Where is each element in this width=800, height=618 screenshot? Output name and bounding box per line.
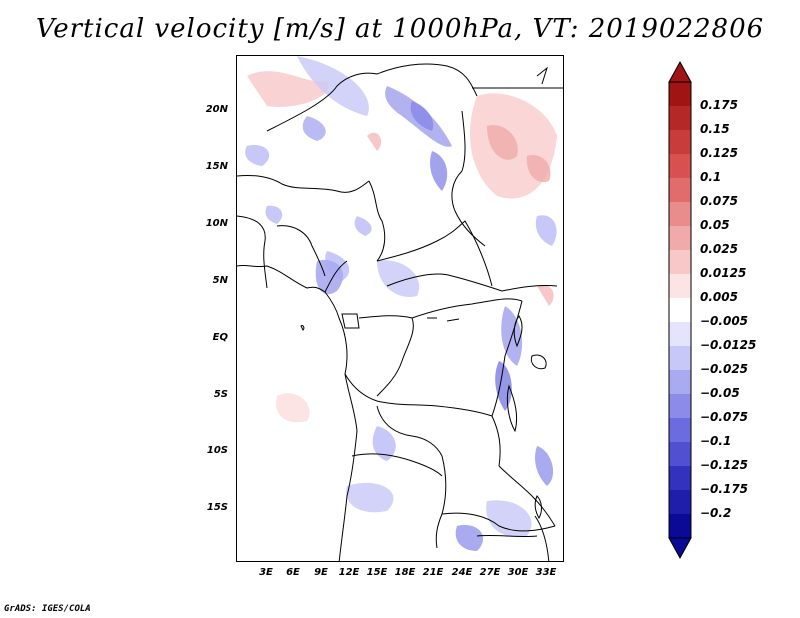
colorbar-max-arrow	[668, 60, 692, 83]
colorbar-tick-label: 0.005	[700, 290, 738, 304]
colorbar-segment	[669, 202, 691, 227]
y-tick-label: 5N	[212, 275, 228, 286]
colorbar-segment	[669, 154, 691, 179]
colorbar-segment	[669, 106, 691, 131]
y-tick-label: EQ	[212, 332, 228, 343]
colorbar-segment	[669, 394, 691, 419]
colorbar-segment	[669, 490, 691, 515]
colorbar-tick-label: 0.15	[700, 122, 730, 136]
map-field-svg	[237, 56, 563, 561]
x-tick-label: 30E	[507, 567, 529, 578]
country-borders	[237, 63, 563, 561]
x-tick-label: 12E	[338, 567, 360, 578]
colorbar-tick-label: 0.1	[700, 170, 722, 184]
colorbar-outline	[668, 81, 692, 539]
y-tick-label: 15S	[206, 502, 228, 513]
colorbar-tick-label: −0.175	[700, 482, 749, 496]
colorbar-segment	[669, 322, 691, 347]
colorbar-segment	[669, 418, 691, 443]
colorbar-tick-label: −0.05	[700, 386, 740, 400]
y-tick-label: 10N	[205, 218, 228, 229]
x-tick-label: 6E	[286, 567, 300, 578]
colorbar-tick-label: −0.005	[700, 314, 749, 328]
colorbar-min-arrow	[668, 537, 692, 560]
colorbar-tick-label: 0.125	[700, 146, 738, 160]
colorbar-segment	[669, 298, 691, 323]
credit-text: GrADS: IGES/COLA	[4, 604, 91, 614]
x-tick-label: 24E	[451, 567, 473, 578]
colorbar-segment	[669, 346, 691, 371]
x-tick-label: 18E	[394, 567, 416, 578]
y-tick-label: 20N	[205, 104, 228, 115]
x-tick-label: 9E	[314, 567, 328, 578]
colorbar-segment	[669, 466, 691, 491]
x-tick-label: 3E	[259, 567, 273, 578]
x-tick-label: 33E	[535, 567, 557, 578]
colorbar-tick-label: 0.05	[700, 218, 730, 232]
y-tick-label: 10S	[206, 445, 228, 456]
colorbar-segment	[669, 250, 691, 275]
colorbar-segment	[669, 82, 691, 107]
velocity-shading	[245, 56, 557, 551]
colorbar-segment	[669, 130, 691, 155]
colorbar-segment	[669, 274, 691, 299]
x-tick-label: 21E	[422, 567, 444, 578]
x-tick-label: 27E	[479, 567, 501, 578]
y-tick-label: 5S	[213, 389, 228, 400]
colorbar-tick-label: 0.175	[700, 98, 738, 112]
colorbar-segment	[669, 226, 691, 251]
colorbar-tick-label: −0.1	[700, 434, 732, 448]
colorbar-segment	[669, 178, 691, 203]
colorbar-tick-label: −0.2	[700, 506, 732, 520]
colorbar-segment	[669, 442, 691, 467]
colorbar-tick-label: −0.0125	[700, 338, 757, 352]
colorbar-segment	[669, 370, 691, 395]
colorbar-segment	[669, 514, 691, 539]
colorbar-tick-label: 0.0125	[700, 266, 747, 280]
map-panel	[236, 55, 564, 562]
y-tick-label: 15N	[205, 161, 228, 172]
colorbar	[668, 60, 692, 560]
map-title: Vertical velocity [m/s] at 1000hPa, VT: …	[35, 14, 765, 44]
colorbar-tick-label: 0.025	[700, 242, 738, 256]
x-tick-label: 15E	[366, 567, 388, 578]
colorbar-tick-label: 0.075	[700, 194, 738, 208]
colorbar-tick-label: −0.025	[700, 362, 749, 376]
colorbar-tick-label: −0.075	[700, 410, 749, 424]
colorbar-tick-label: −0.125	[700, 458, 749, 472]
